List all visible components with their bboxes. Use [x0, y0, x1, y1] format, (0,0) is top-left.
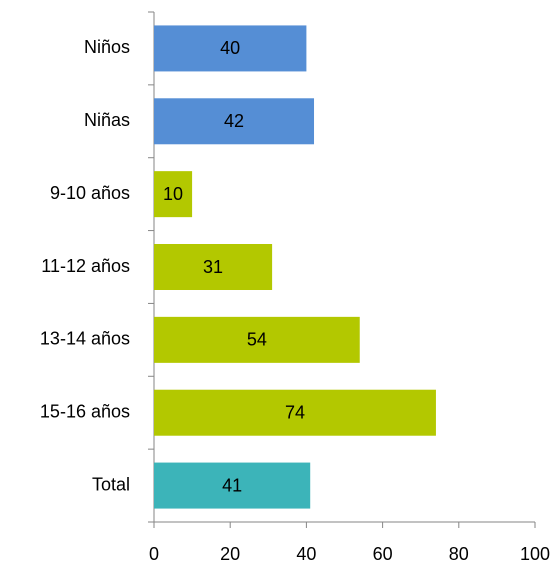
y-tick-label: 15-16 años: [40, 401, 130, 421]
x-tick-label: 0: [149, 544, 159, 564]
x-tick-label: 20: [220, 544, 240, 564]
data-label: 10: [163, 184, 183, 204]
x-tick-label: 80: [449, 544, 469, 564]
data-label: 42: [224, 111, 244, 131]
y-tick-label: 13-14 años: [40, 329, 130, 349]
data-label: 74: [285, 402, 305, 422]
bar: [154, 171, 193, 218]
data-label: 40: [220, 38, 240, 58]
bar: [154, 316, 360, 363]
bar: [154, 389, 436, 436]
y-tick-label: 9-10 años: [50, 183, 130, 203]
data-label: 31: [203, 257, 223, 277]
bar: [154, 244, 273, 290]
x-tick-label: 60: [373, 544, 393, 564]
y-tick-label: Total: [92, 474, 130, 494]
data-label: 54: [247, 330, 267, 350]
x-tick-label: 40: [296, 544, 316, 564]
y-tick-label: Niños: [84, 37, 130, 57]
bar: [154, 462, 311, 509]
y-tick-label: Niñas: [84, 110, 130, 130]
data-label: 41: [222, 475, 242, 495]
x-tick-label: 100: [520, 544, 550, 564]
bar: [154, 25, 307, 72]
y-tick-label: 11-12 años: [41, 256, 130, 276]
bar: [154, 98, 315, 145]
